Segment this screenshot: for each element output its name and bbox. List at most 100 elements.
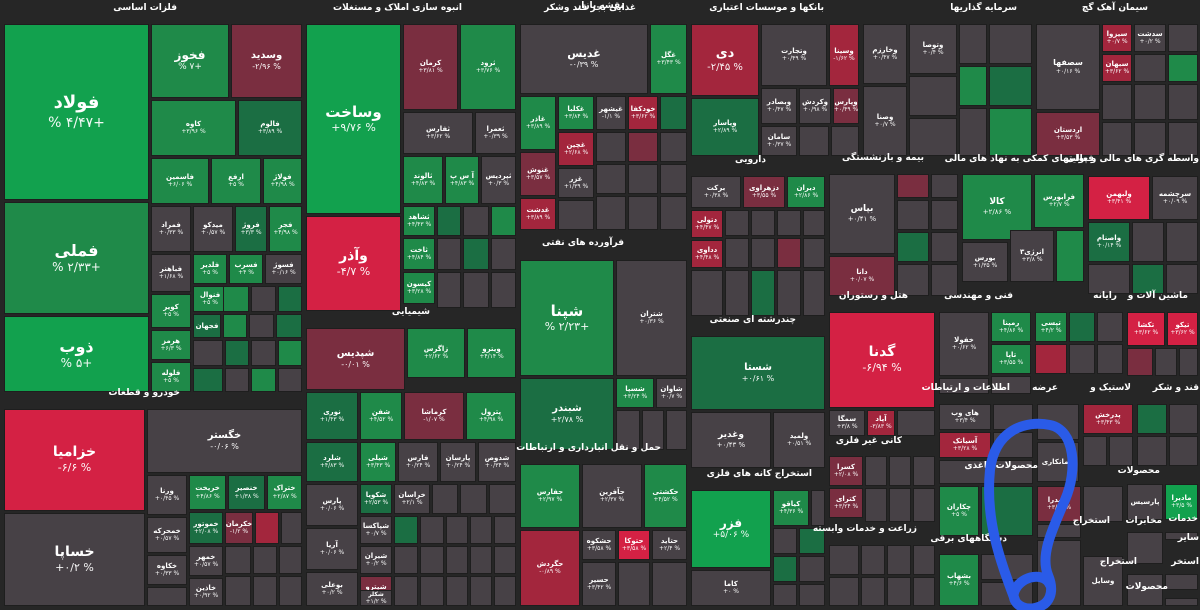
stock-tile-unlabeled[interactable]	[1132, 222, 1164, 262]
stock-tile-unlabeled[interactable]	[913, 577, 935, 606]
stock-tile[interactable]: فروژ +۳/۳ %	[235, 206, 267, 252]
stock-tile[interactable]: فباهنر +۱/۶۸ %	[151, 254, 191, 292]
stock-tile[interactable]: غکلبا +۳/۸۴ %	[558, 96, 594, 130]
stock-tile[interactable]: فلدیر +۵ %	[193, 254, 227, 284]
stock-tile-unlabeled[interactable]	[494, 516, 516, 544]
sector-label[interactable]: هتل و رستوران	[838, 291, 908, 301]
stock-tile[interactable]: وصنا +۰/۷ %	[863, 86, 907, 156]
stock-tile-unlabeled[interactable]	[660, 96, 687, 130]
stock-tile-unlabeled[interactable]	[251, 340, 276, 366]
stock-tile-unlabeled[interactable]	[799, 528, 825, 554]
sector-label[interactable]: اطلاعات و ارتباطات	[921, 383, 1010, 393]
stock-tile[interactable]: پارسیس	[1127, 484, 1163, 520]
stock-tile[interactable]: سامان +۰/۳۷ %	[761, 126, 797, 156]
stock-tile-unlabeled[interactable]	[931, 232, 958, 262]
stock-tile-unlabeled[interactable]	[1132, 264, 1164, 294]
sector-label[interactable]: عرضه	[1032, 383, 1058, 393]
stock-tile-unlabeled[interactable]	[803, 238, 825, 268]
stock-tile[interactable]: غچین +۲/۶۸ %	[558, 132, 594, 166]
stock-tile[interactable]: ثفارس +۳/۶۲ %	[403, 112, 473, 154]
stock-tile-unlabeled[interactable]	[660, 196, 687, 230]
stock-tile[interactable]: شیلی +۳/۴۳ %	[360, 442, 396, 482]
stock-tile-unlabeled[interactable]	[491, 206, 516, 236]
stock-tile[interactable]: حفارس +۲/۹۷ %	[520, 464, 580, 528]
stock-tile[interactable]: غدیس -۰/۳۹ %	[520, 24, 648, 94]
stock-tile[interactable]: انرژی۳ +۳/۸ %	[1010, 230, 1054, 282]
stock-tile[interactable]: وساخت +۹/۷۶ %	[306, 24, 401, 214]
stock-tile-unlabeled[interactable]	[989, 108, 1032, 156]
stock-tile[interactable]: خکرمان -۱/۲ %	[225, 512, 253, 544]
stock-tile-unlabeled[interactable]	[959, 108, 987, 156]
stock-tile-unlabeled[interactable]	[193, 340, 223, 366]
stock-tile-unlabeled[interactable]	[803, 210, 825, 236]
stock-tile-unlabeled[interactable]	[773, 556, 797, 582]
stock-tile-unlabeled[interactable]	[618, 562, 650, 606]
stock-tile[interactable]: تپسی +۴/۲ %	[1035, 312, 1067, 342]
stock-tile-unlabeled[interactable]	[628, 164, 658, 194]
stock-tile[interactable]: بپاس +۰/۴۱ %	[829, 174, 895, 254]
stock-tile[interactable]: حتاید +۲/۴ %	[652, 530, 687, 560]
stock-tile-unlabeled[interactable]	[463, 272, 489, 308]
stock-tile[interactable]: ورنا +۰/۴۵ %	[147, 475, 187, 515]
stock-tile[interactable]: شکلر +۱/۲ %	[360, 590, 392, 606]
sector-label[interactable]: سیمان آهک گچ	[1081, 3, 1148, 13]
stock-tile[interactable]: حشکوه +۳/۵۸ %	[582, 530, 616, 560]
stock-tile-unlabeled[interactable]	[1169, 404, 1198, 434]
stock-tile-unlabeled[interactable]	[897, 410, 935, 436]
stock-tile[interactable]: دتولی +۴/۴۷ %	[691, 210, 723, 238]
stock-tile[interactable]: آسیاتک +۳/۲۸ %	[939, 432, 991, 458]
stock-tile-unlabeled[interactable]	[276, 314, 302, 338]
stock-tile-unlabeled[interactable]	[491, 238, 516, 270]
stock-tile-unlabeled[interactable]	[751, 270, 775, 316]
stock-tile-unlabeled[interactable]	[1097, 312, 1123, 342]
stock-tile-unlabeled[interactable]	[751, 210, 775, 236]
stock-tile-unlabeled[interactable]	[1168, 84, 1198, 120]
stock-tile[interactable]: کرمان +۳/۸۱ %	[403, 24, 458, 110]
stock-tile[interactable]: وخارزم +۰/۴۷ %	[863, 24, 907, 84]
stock-tile-unlabeled[interactable]	[249, 314, 274, 338]
stock-tile[interactable]: شاوان +۰/۷ %	[656, 378, 687, 408]
stock-tile[interactable]: خساپا +۰/۲ %	[4, 513, 145, 606]
stock-tile-unlabeled[interactable]	[1155, 348, 1177, 376]
sector-label[interactable]: چندرشته ای صنعتی	[709, 315, 796, 325]
stock-tile-unlabeled[interactable]	[751, 238, 775, 268]
sector-label[interactable]: استخراج کانه های فلزی	[706, 469, 812, 479]
sector-label[interactable]: استخراج	[1099, 557, 1137, 567]
sector-label[interactable]: استخراج	[1072, 516, 1110, 526]
sector-label[interactable]: محصولات	[1125, 582, 1168, 592]
stock-tile[interactable]: وپاسار +۲/۸۹ %	[691, 98, 759, 156]
stock-tile-unlabeled[interactable]	[460, 484, 487, 514]
stock-tile-unlabeled[interactable]	[829, 545, 859, 575]
stock-tile[interactable]: کالا +۲/۸۶ %	[962, 174, 1032, 240]
stock-tile-unlabeled[interactable]	[887, 545, 911, 575]
stock-tile[interactable]: کاوه +۳/۹۶ %	[151, 100, 236, 156]
stock-tile-unlabeled[interactable]	[1168, 54, 1198, 82]
stock-tile-unlabeled[interactable]	[773, 528, 797, 554]
stock-tile[interactable]: غزر +۱/۳۹ %	[558, 168, 594, 198]
stock-tile-unlabeled[interactable]	[628, 196, 658, 230]
sector-label[interactable]: سرمایه گذاریها	[950, 3, 1017, 13]
sector-label[interactable]: واسطه گری های مالی و پولی	[1066, 154, 1199, 164]
stock-tile-unlabeled[interactable]	[437, 272, 461, 308]
stock-tile-unlabeled[interactable]	[777, 210, 801, 236]
stock-tile-unlabeled[interactable]	[725, 238, 749, 268]
stock-tile-unlabeled[interactable]	[253, 576, 277, 606]
stock-tile-unlabeled[interactable]	[939, 378, 989, 394]
stock-tile-unlabeled[interactable]	[652, 562, 687, 606]
stock-tile-unlabeled[interactable]	[777, 238, 801, 268]
stock-tile[interactable]: فملی% ۲/۳۳+	[4, 202, 149, 314]
sector-label[interactable]: ماشین آلات و	[1127, 291, 1188, 301]
stock-tile-unlabeled[interactable]	[1166, 264, 1198, 294]
stock-tile-unlabeled[interactable]	[1168, 122, 1198, 156]
stock-tile-unlabeled[interactable]	[1134, 122, 1166, 156]
sector-label[interactable]: مخابرات	[1125, 516, 1162, 526]
stock-tile-unlabeled[interactable]	[897, 232, 929, 262]
stock-tile[interactable]: ولبهمن +۳/۴۱ %	[1088, 176, 1150, 220]
stock-tile[interactable]: کسرا +۲/۰۸ %	[829, 456, 863, 486]
stock-tile[interactable]: سدشت +۰/۲ %	[1134, 24, 1166, 52]
stock-tile-unlabeled[interactable]	[1179, 348, 1198, 376]
stock-tile-unlabeled[interactable]	[909, 118, 957, 156]
sector-label[interactable]: انبوه سازی املاک و مستغلات	[333, 3, 462, 13]
stock-tile[interactable]: شفن +۴/۵۲ %	[360, 392, 402, 440]
stock-tile[interactable]: شپدیس -۰/۰۱ %	[306, 328, 405, 390]
